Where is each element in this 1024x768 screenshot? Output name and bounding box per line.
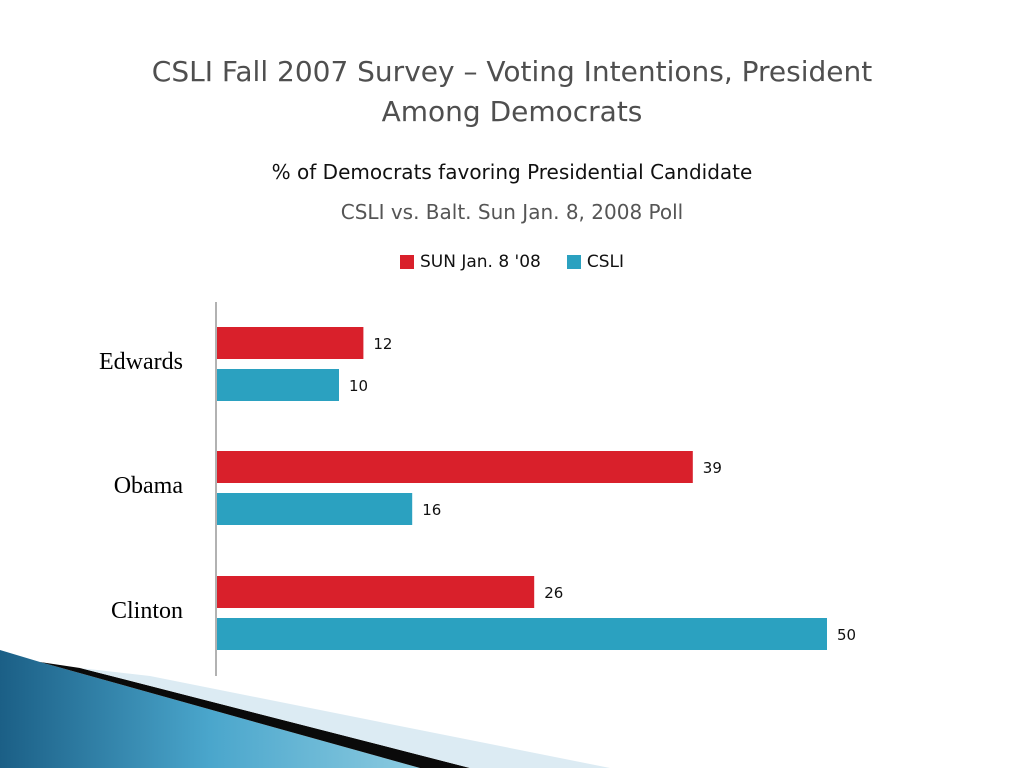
data-label-clinton-sun: 26 [544, 584, 563, 602]
legend-swatch-sun [399, 255, 414, 269]
swoosh-black-band [40, 662, 470, 768]
chart-plot-area: Edwards 12 10 Obama 39 16 Clinton 26 50 [99, 327, 856, 650]
category-label-clinton: Clinton [111, 598, 183, 624]
chart-legend: SUN Jan. 8 '08 CSLI [0, 252, 1024, 272]
bar-clinton-sun [217, 576, 535, 608]
category-label-edwards: Edwards [99, 349, 183, 375]
bar-edwards-csli [217, 369, 339, 401]
swoosh-light-band [80, 668, 610, 768]
legend-swatch-csli [566, 255, 581, 269]
slide-title: CSLI Fall 2007 Survey – Voting Intention… [60, 52, 964, 132]
chart-title: % of Democrats favoring Presidential Can… [271, 160, 753, 184]
data-label-edwards-sun: 12 [373, 335, 392, 353]
legend-item-csli: CSLI [566, 252, 625, 272]
data-label-obama-csli: 16 [422, 501, 441, 519]
bar-edwards-sun [217, 327, 364, 359]
legend-label-sun: SUN Jan. 8 '08 [419, 252, 541, 272]
swoosh-blue-band [0, 650, 420, 768]
chart-subtitle: CSLI vs. Balt. Sun Jan. 8, 2008 Poll [340, 200, 684, 224]
data-label-clinton-csli: 50 [837, 626, 856, 644]
slide-title-line-2: Among Democrats [381, 95, 643, 128]
bar-obama-csli [217, 493, 413, 525]
slide-title-line-1: CSLI Fall 2007 Survey – Voting Intention… [151, 55, 873, 88]
legend-label-csli: CSLI [586, 252, 625, 272]
category-label-obama: Obama [114, 473, 184, 499]
data-label-obama-sun: 39 [703, 459, 722, 477]
bar-clinton-csli [217, 618, 827, 650]
data-label-edwards-csli: 10 [349, 377, 368, 395]
decorative-swoosh [0, 650, 610, 768]
bar-obama-sun [217, 451, 693, 483]
legend-item-sun: SUN Jan. 8 '08 [399, 252, 541, 272]
